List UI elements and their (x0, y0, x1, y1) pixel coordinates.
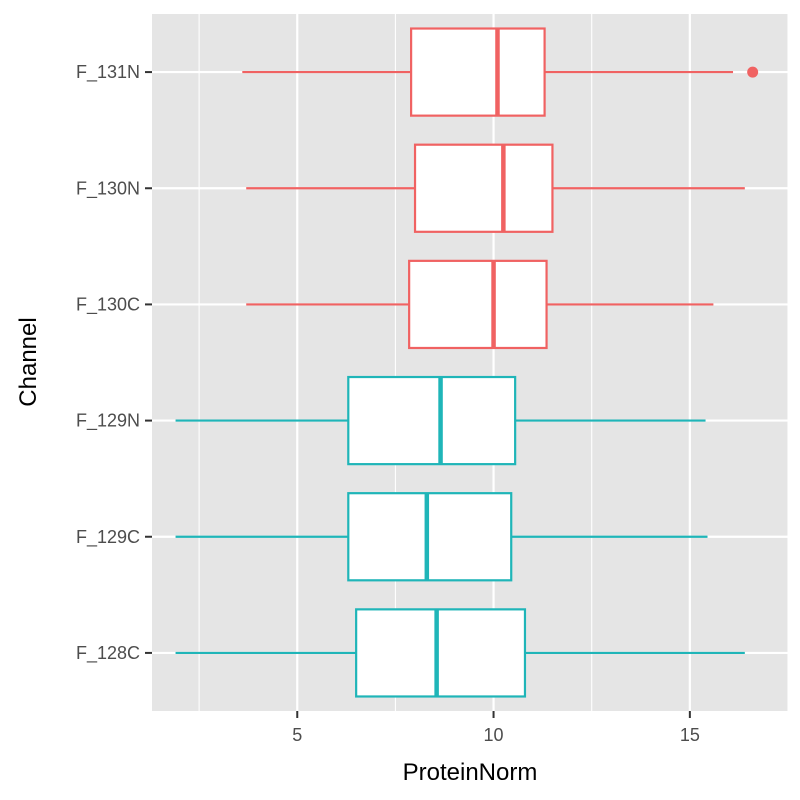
x-tick-label: 5 (292, 725, 302, 745)
box-f-130c (246, 259, 714, 350)
x-axis-title: ProteinNorm (403, 759, 538, 786)
iqr-box (347, 375, 517, 466)
x-axis: 5 10 15 (292, 711, 700, 745)
y-tick-label: F_129N (76, 411, 140, 432)
box-f-130n (246, 143, 745, 233)
y-axis: F_131N F_130N F_130C F_129N F_129C F_128C (76, 62, 152, 664)
y-tick-label: F_131N (76, 62, 140, 83)
minor-gridlines (198, 14, 789, 711)
iqr-box (410, 27, 546, 117)
y-tick-label: F_129C (76, 527, 140, 548)
x-tick-label: 15 (680, 725, 700, 745)
iqr-box (347, 492, 513, 582)
box-f-128c (175, 608, 745, 698)
y-tick-label: F_130C (76, 294, 140, 315)
y-axis-title: Channel (15, 317, 42, 406)
x-tick-label: 10 (484, 725, 504, 745)
outlier-point (747, 66, 759, 78)
iqr-box (355, 608, 527, 698)
plot-panel (152, 14, 788, 711)
iqr-box (413, 143, 554, 233)
box-f-131n (242, 27, 759, 117)
iqr-box (408, 259, 548, 350)
box-f-129c (175, 492, 708, 582)
y-tick-label: F_130N (76, 178, 140, 199)
y-tick-label: F_128C (76, 643, 140, 664)
boxes (175, 27, 759, 698)
box-f-129n (175, 375, 706, 466)
